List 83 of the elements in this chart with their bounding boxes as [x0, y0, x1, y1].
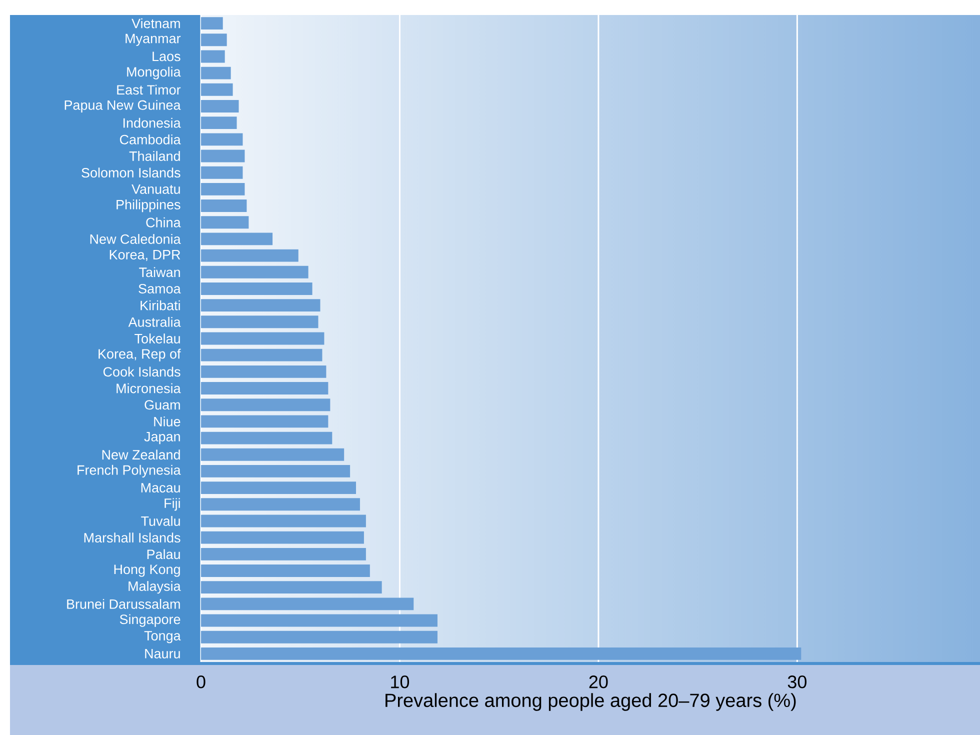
bar — [201, 100, 239, 112]
y-tick-label: Japan — [144, 432, 180, 444]
bar — [201, 365, 326, 378]
bar — [201, 448, 344, 461]
bar — [201, 282, 312, 295]
bar — [201, 498, 360, 511]
bar — [201, 514, 366, 528]
y-tick-label: Niue — [154, 416, 180, 426]
bar — [201, 548, 366, 560]
bar — [201, 482, 356, 494]
x-tick-label: 10 — [391, 676, 410, 688]
y-tick-label: East Timor — [117, 84, 181, 95]
y-tick-label: Macau — [141, 483, 180, 493]
x-tick-label: 0 — [196, 676, 206, 688]
bar — [201, 66, 231, 80]
y-tick-label: Laos — [152, 52, 180, 62]
bar — [201, 150, 245, 162]
y-tick-label: Malaysia — [128, 581, 181, 594]
y-tick-label: Samoa — [138, 284, 181, 294]
y-tick-label: Marshall Islands — [84, 532, 180, 543]
y-tick-label: French Polynesia — [78, 464, 181, 478]
bar — [201, 83, 233, 96]
y-tick-label: Tokelau — [134, 334, 180, 344]
bar — [201, 630, 438, 644]
y-tick-label: New Caledonia — [90, 234, 181, 244]
bar — [201, 316, 318, 328]
y-tick-label: Indonesia — [123, 118, 181, 128]
y-tick-label: Fiji — [164, 498, 180, 511]
y-tick-label: New Zealand — [102, 450, 180, 460]
y-tick-label: China — [146, 217, 181, 228]
y-tick-label: Thailand — [129, 151, 180, 161]
y-tick-label: Myanmar — [126, 34, 181, 46]
y-tick-label: Tuvalu — [141, 516, 180, 526]
y-tick-label: Korea, Rep of — [98, 348, 181, 362]
x-tick-label: 30 — [788, 676, 806, 688]
y-tick-label: Taiwan — [139, 267, 180, 278]
bar — [201, 232, 273, 246]
bar — [201, 249, 298, 262]
bar — [201, 182, 245, 196]
x-axis-title: Prevalence among people aged 20–79 years (%) — [386, 693, 796, 711]
bar — [201, 464, 350, 478]
y-tick-label: Singapore — [120, 614, 180, 627]
y-tick-label: Korea, DPR — [110, 250, 180, 262]
bar — [201, 564, 370, 577]
y-tick-label: Australia — [128, 316, 181, 327]
bar — [201, 598, 414, 610]
bar — [201, 166, 243, 179]
y-tick-label: Solomon Islands — [82, 168, 180, 178]
y-tick-label: Vietnam — [132, 18, 180, 28]
y-tick-label: Vanuatu — [132, 184, 180, 194]
y-tick-label: Tonga — [144, 631, 181, 644]
bar — [201, 415, 328, 428]
bar — [201, 332, 324, 345]
bar — [201, 647, 802, 660]
y-tick-label: Hong Kong — [114, 564, 180, 577]
bar — [201, 50, 225, 63]
bar — [201, 531, 364, 544]
bar — [201, 200, 247, 212]
y-tick-label: Brunei Darussalam — [67, 598, 180, 609]
bar — [201, 581, 382, 594]
y-tick-label: Cook Islands — [103, 366, 180, 377]
y-tick-label: Cambodia — [120, 134, 181, 144]
y-tick-label: Philippines — [116, 199, 180, 212]
bar — [201, 133, 243, 146]
bar — [201, 34, 227, 46]
bar — [201, 17, 223, 30]
bar — [201, 299, 320, 312]
y-tick-label: Mongolia — [127, 66, 181, 80]
y-tick-label: Papua New Guinea — [64, 100, 181, 113]
y-tick-label: Micronesia — [116, 383, 181, 394]
x-tick-label: 20 — [589, 676, 608, 688]
y-tick-label: Nauru — [145, 648, 180, 658]
bar — [201, 432, 332, 444]
bar — [201, 614, 438, 627]
bar — [201, 348, 322, 362]
bar — [201, 266, 308, 278]
y-tick-label: Palau — [147, 549, 180, 560]
bar — [201, 116, 237, 130]
y-tick-label: Kiribati — [140, 300, 180, 310]
bar — [201, 216, 249, 229]
bar — [201, 382, 328, 394]
y-tick-label: Guam — [144, 400, 180, 410]
bar — [201, 398, 330, 412]
